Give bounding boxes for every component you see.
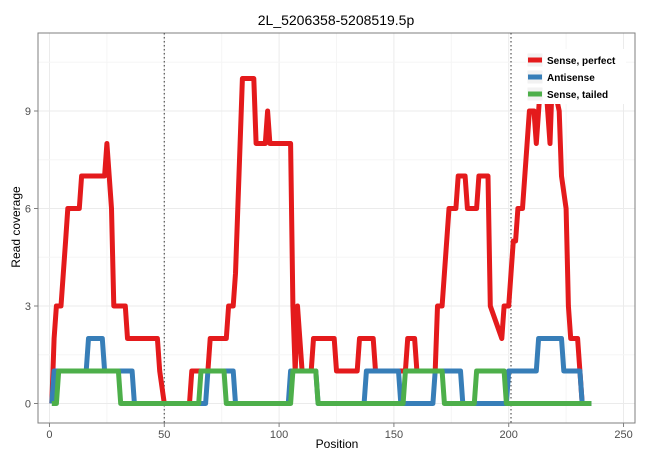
y-tick-label: 6	[25, 204, 31, 216]
series-group	[49, 76, 592, 406]
x-tick-label: 100	[270, 429, 288, 441]
legend-label: Sense, tailed	[547, 90, 608, 101]
legend: Sense, perfect Antisense Sense, tailed	[526, 49, 626, 104]
series-line-sense-tailed	[51, 368, 592, 406]
y-tick-label: 9	[25, 106, 31, 118]
x-tick-label: 50	[158, 429, 170, 441]
x-tick-label: 0	[46, 429, 52, 441]
x-tick-label: 200	[500, 429, 518, 441]
y-tick-label: 3	[25, 301, 31, 313]
y-tick-label: 0	[25, 399, 31, 411]
x-tick-label: 150	[385, 429, 403, 441]
x-axis-label: Position	[316, 437, 359, 451]
chart-title: 2L_5206358-5208519.5p	[258, 12, 415, 28]
reference-lines	[163, 33, 512, 423]
series-line-sense-perfect	[49, 76, 592, 406]
legend-label: Sense, perfect	[547, 56, 616, 67]
x-axis-ticks: 0 50 100 150 200 250	[46, 423, 633, 441]
x-tick-label: 250	[614, 429, 632, 441]
legend-label: Antisense	[547, 73, 595, 84]
y-axis-ticks: 0 3 6 9	[25, 106, 38, 411]
y-axis-label: Read coverage	[9, 186, 23, 268]
plot-panel-border	[37, 32, 636, 424]
